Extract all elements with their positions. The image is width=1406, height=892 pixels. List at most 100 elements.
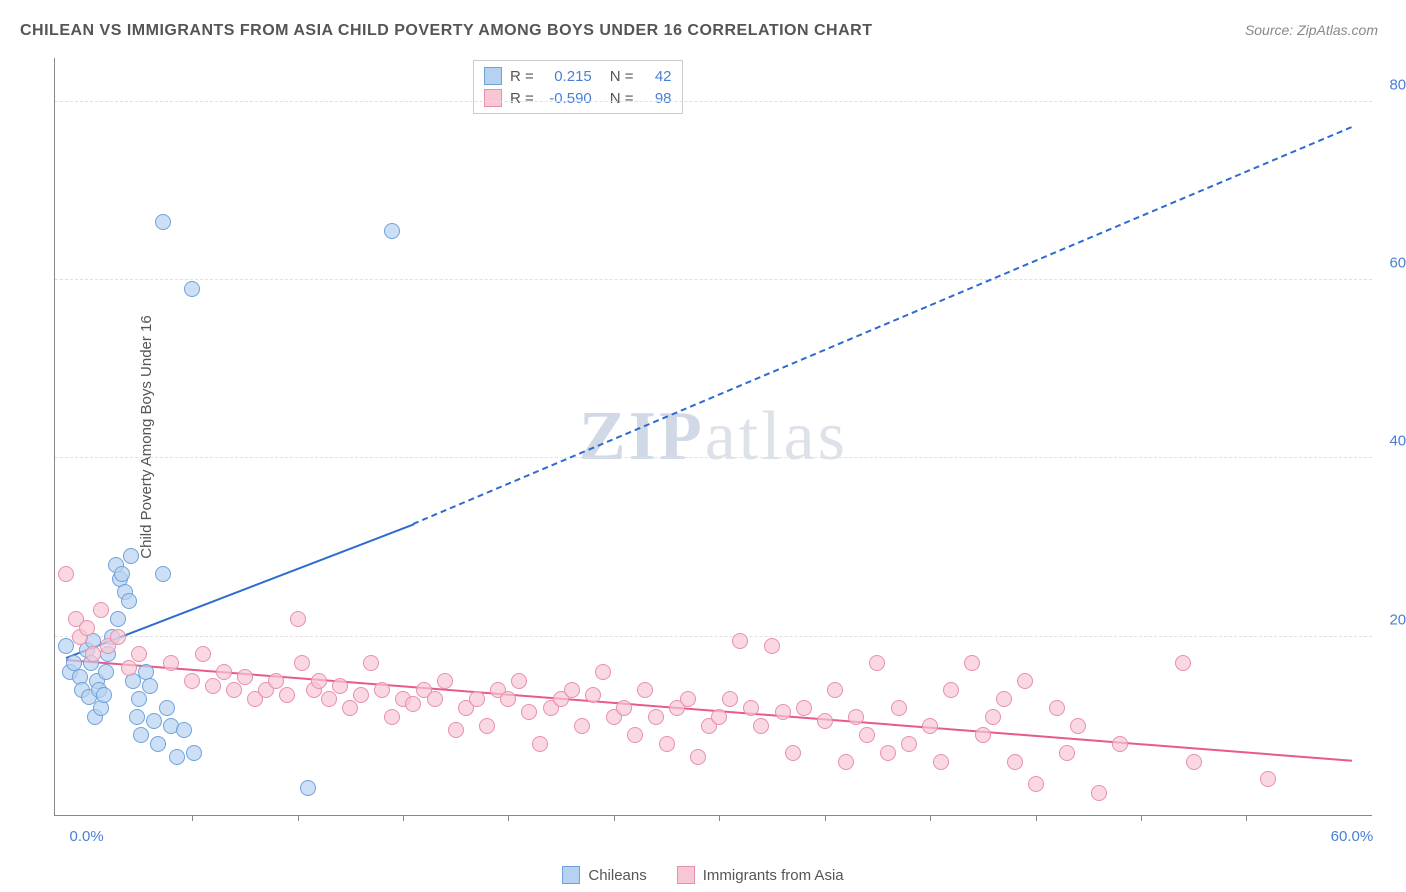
data-point <box>985 709 1001 725</box>
data-point <box>121 660 137 676</box>
data-point <box>114 566 130 582</box>
data-point <box>964 655 980 671</box>
data-point <box>300 780 316 796</box>
x-tick <box>403 815 404 821</box>
bottom-legend: Chileans Immigrants from Asia <box>0 866 1406 884</box>
data-point <box>901 736 917 752</box>
data-point <box>146 713 162 729</box>
data-point <box>184 673 200 689</box>
data-point <box>142 678 158 694</box>
data-point <box>427 691 443 707</box>
data-point <box>511 673 527 689</box>
data-point <box>58 566 74 582</box>
data-point <box>690 749 706 765</box>
gridline <box>55 279 1372 280</box>
data-point <box>448 722 464 738</box>
gridline <box>55 457 1372 458</box>
data-point <box>1186 754 1202 770</box>
data-point <box>722 691 738 707</box>
legend-label: Chileans <box>588 867 646 884</box>
data-point <box>384 223 400 239</box>
data-point <box>711 709 727 725</box>
chart-title: CHILEAN VS IMMIGRANTS FROM ASIA CHILD PO… <box>20 22 873 40</box>
x-tick <box>298 815 299 821</box>
data-point <box>79 620 95 636</box>
x-tick-label: 0.0% <box>70 828 104 845</box>
source-name: ZipAtlas.com <box>1297 22 1378 38</box>
data-point <box>169 749 185 765</box>
source-prefix: Source: <box>1245 22 1297 38</box>
y-axis-label: Child Poverty Among Boys Under 16 <box>138 315 155 558</box>
trend-line <box>65 659 1352 762</box>
r-value: -0.590 <box>542 90 592 107</box>
data-point <box>574 718 590 734</box>
legend-item: Chileans <box>562 866 646 884</box>
data-point <box>437 673 453 689</box>
x-tick <box>1246 815 1247 821</box>
data-point <box>469 691 485 707</box>
data-point <box>163 655 179 671</box>
trend-line-extrapolated <box>413 126 1352 525</box>
data-point <box>226 682 242 698</box>
data-point <box>311 673 327 689</box>
x-tick-label: 60.0% <box>1331 828 1374 845</box>
x-tick <box>1141 815 1142 821</box>
y-tick-label: 80.0% <box>1377 76 1406 93</box>
data-point <box>374 682 390 698</box>
data-point <box>975 727 991 743</box>
r-label: R = <box>510 68 534 85</box>
stats-row: R =0.215N =42 <box>484 65 672 87</box>
data-point <box>1175 655 1191 671</box>
data-point <box>1112 736 1128 752</box>
legend-label: Immigrants from Asia <box>703 867 844 884</box>
data-point <box>121 593 137 609</box>
data-point <box>585 687 601 703</box>
data-point <box>479 718 495 734</box>
x-tick <box>614 815 615 821</box>
data-point <box>110 629 126 645</box>
r-label: R = <box>510 90 534 107</box>
data-point <box>933 754 949 770</box>
data-point <box>838 754 854 770</box>
data-point <box>1260 771 1276 787</box>
source-attribution: Source: ZipAtlas.com <box>1245 22 1378 38</box>
data-point <box>796 700 812 716</box>
data-point <box>532 736 548 752</box>
data-point <box>753 718 769 734</box>
data-point <box>1028 776 1044 792</box>
data-point <box>384 709 400 725</box>
data-point <box>159 700 175 716</box>
data-point <box>294 655 310 671</box>
y-tick-label: 20.0% <box>1377 611 1406 628</box>
data-point <box>1049 700 1065 716</box>
data-point <box>891 700 907 716</box>
data-point <box>129 709 145 725</box>
data-point <box>732 633 748 649</box>
data-point <box>764 638 780 654</box>
data-point <box>85 646 101 662</box>
data-point <box>184 281 200 297</box>
data-point <box>564 682 580 698</box>
data-point <box>869 655 885 671</box>
watermark-rest: atlas <box>705 398 848 475</box>
data-point <box>186 745 202 761</box>
scatter-plot-area: Child Poverty Among Boys Under 16 ZIPatl… <box>54 58 1372 816</box>
data-point <box>131 691 147 707</box>
data-point <box>405 696 421 712</box>
data-point <box>1059 745 1075 761</box>
n-value: 98 <box>642 90 672 107</box>
data-point <box>627 727 643 743</box>
data-point <box>775 704 791 720</box>
r-value: 0.215 <box>542 68 592 85</box>
data-point <box>648 709 664 725</box>
data-point <box>195 646 211 662</box>
data-point <box>321 691 337 707</box>
data-point <box>363 655 379 671</box>
n-value: 42 <box>642 68 672 85</box>
data-point <box>827 682 843 698</box>
data-point <box>155 214 171 230</box>
legend-swatch <box>484 89 502 107</box>
data-point <box>290 611 306 627</box>
data-point <box>155 566 171 582</box>
data-point <box>616 700 632 716</box>
